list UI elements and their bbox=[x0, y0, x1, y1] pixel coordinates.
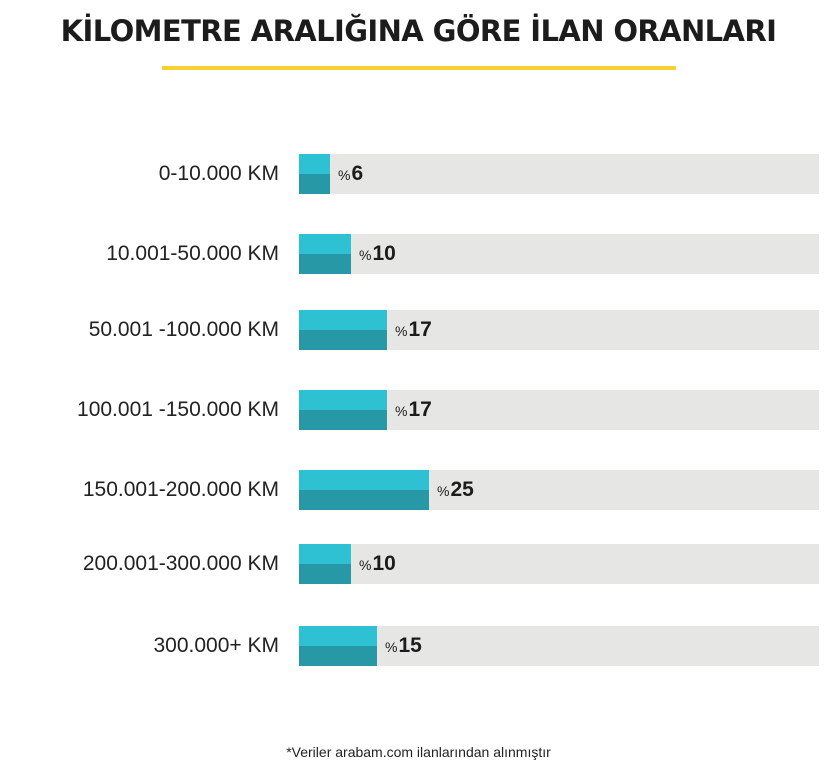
data-label: %17 bbox=[395, 318, 432, 343]
bar-track: %10 bbox=[299, 234, 819, 274]
bar-track: %15 bbox=[299, 626, 819, 666]
data-value: 10 bbox=[372, 242, 396, 265]
data-label: %6 bbox=[338, 162, 363, 187]
category-label: 10.001-50.000 KM bbox=[106, 242, 279, 265]
bar-track: %6 bbox=[299, 154, 819, 194]
category-label: 50.001 -100.000 KM bbox=[88, 318, 279, 341]
title-underline bbox=[162, 66, 676, 70]
bar-track: %10 bbox=[299, 544, 819, 584]
percent-sign: % bbox=[338, 167, 351, 183]
data-value: 6 bbox=[351, 162, 364, 185]
bar bbox=[299, 544, 351, 584]
data-label: %10 bbox=[359, 242, 396, 267]
bar bbox=[299, 470, 429, 510]
bar bbox=[299, 154, 330, 194]
bar bbox=[299, 234, 351, 274]
bar bbox=[299, 310, 387, 350]
percent-sign: % bbox=[359, 247, 372, 263]
data-value: 17 bbox=[408, 398, 432, 421]
data-value: 17 bbox=[408, 318, 432, 341]
bar-track: %17 bbox=[299, 390, 819, 430]
percent-sign: % bbox=[395, 403, 408, 419]
bar bbox=[299, 390, 387, 430]
category-label: 150.001-200.000 KM bbox=[82, 478, 279, 501]
bar-track: %17 bbox=[299, 310, 819, 350]
data-label: %15 bbox=[385, 634, 422, 659]
percent-sign: % bbox=[385, 639, 398, 655]
percent-sign: % bbox=[359, 557, 372, 573]
category-label: 0-10.000 KM bbox=[158, 162, 279, 185]
footnote: *Veriler arabam.com ilanlarından alınmış… bbox=[286, 744, 551, 760]
category-label: 200.001-300.000 KM bbox=[82, 552, 279, 575]
data-label: %17 bbox=[395, 398, 432, 423]
data-value: 25 bbox=[450, 478, 474, 501]
data-value: 15 bbox=[398, 634, 422, 657]
chart-title: KİLOMETRE ARALIĞINA GÖRE İLAN ORANLARI bbox=[60, 14, 777, 48]
data-label: %25 bbox=[437, 478, 474, 503]
category-label: 300.000+ KM bbox=[153, 634, 279, 657]
data-label: %10 bbox=[359, 552, 396, 577]
bar bbox=[299, 626, 377, 666]
bar-track: %25 bbox=[299, 470, 819, 510]
percent-sign: % bbox=[437, 483, 450, 499]
category-label: 100.001 -150.000 KM bbox=[77, 398, 279, 421]
data-value: 10 bbox=[372, 552, 396, 575]
percent-sign: % bbox=[395, 323, 408, 339]
